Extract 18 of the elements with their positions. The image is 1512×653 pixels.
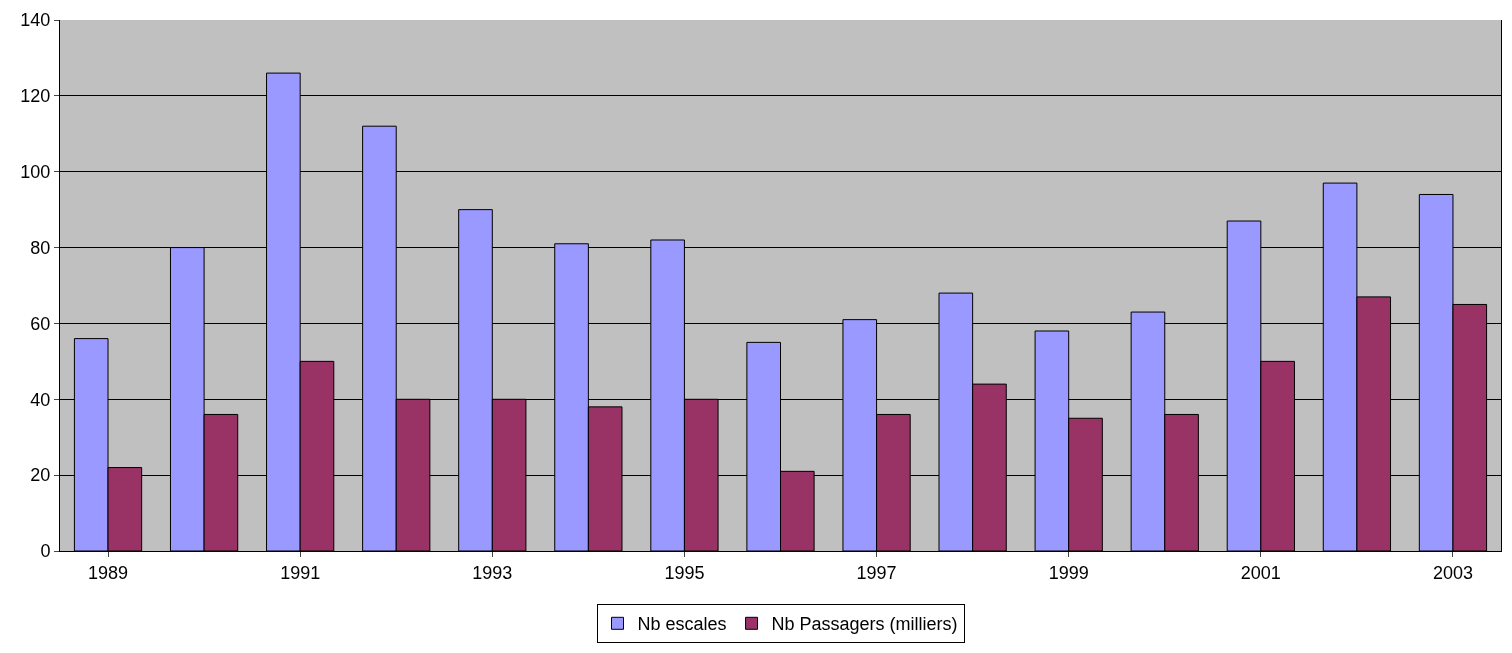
- x-tick-label: 2003: [1432, 562, 1473, 583]
- y-tick-label: 20: [30, 465, 51, 486]
- y-tick-label: 120: [20, 86, 51, 107]
- x-tick-label: 1989: [88, 562, 129, 583]
- x-tick-label: 1995: [664, 562, 705, 583]
- y-tick-label: 0: [40, 541, 51, 562]
- y-tick-label: 80: [30, 237, 51, 258]
- x-tick-label: 2001: [1240, 562, 1281, 583]
- y-tick-label: 100: [20, 162, 51, 183]
- y-tick-label: 140: [20, 10, 51, 31]
- legend-label: Nb escales: [637, 614, 727, 635]
- legend-label: Nb Passagers (milliers): [771, 614, 958, 635]
- x-tick-label: 1993: [472, 562, 513, 583]
- x-tick-label: 1991: [280, 562, 321, 583]
- x-tick-label: 1999: [1048, 562, 1089, 583]
- y-tick-label: 40: [30, 389, 51, 410]
- y-tick-label: 60: [30, 313, 51, 334]
- x-tick-label: 1997: [856, 562, 897, 583]
